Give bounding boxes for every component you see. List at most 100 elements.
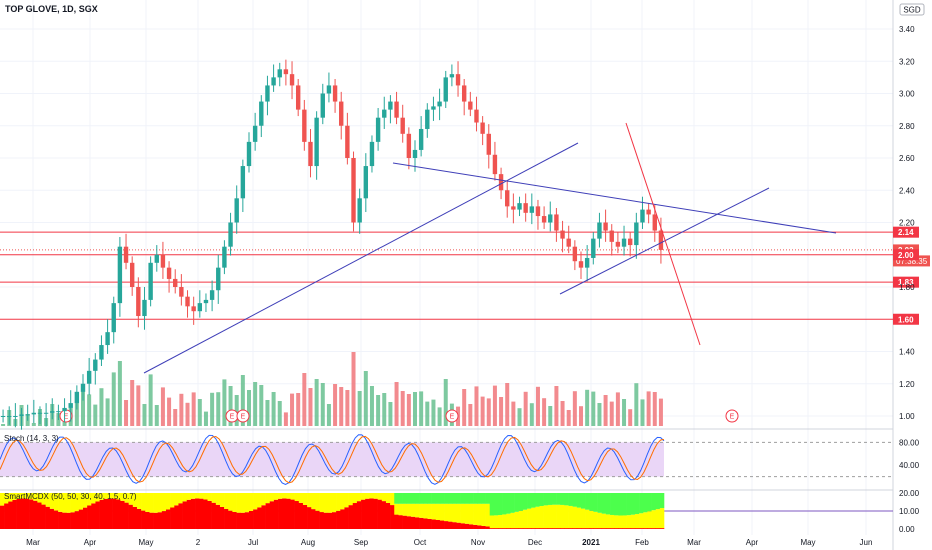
mcdx-red-bar — [186, 499, 192, 529]
mcdx-yellow-bar — [186, 493, 192, 500]
volume-bar — [369, 386, 374, 426]
mcdx-green-bar — [647, 493, 652, 512]
mcdx-red-bar — [124, 502, 129, 529]
mcdx-yellow-bar — [33, 493, 38, 501]
mcdx-red-bar — [294, 501, 300, 529]
mcdx-yellow-bar — [58, 493, 63, 512]
volume-bar — [480, 396, 485, 426]
candle-body — [511, 206, 516, 210]
volume-bar — [203, 411, 208, 426]
mcdx-red-bar — [83, 507, 88, 529]
mcdx-yellow-bar — [651, 510, 656, 529]
mcdx-yellow-bar — [348, 493, 354, 506]
mcdx-yellow-bar — [510, 512, 515, 529]
mcdx-red-bar — [20, 498, 26, 529]
candle-body — [652, 214, 657, 231]
mcdx-yellow-bar — [556, 504, 561, 529]
mcdx-red-bar — [444, 521, 449, 529]
candle-body — [541, 216, 547, 223]
volume-bar — [142, 404, 147, 426]
volume-bar — [247, 390, 251, 426]
candle-body — [105, 332, 110, 346]
mcdx-red-bar — [0, 505, 5, 529]
mcdx-yellow-bar — [377, 493, 383, 500]
volume-bar — [99, 388, 104, 426]
mcdx-green-bar — [601, 493, 607, 514]
mcdx-red-bar — [8, 501, 13, 529]
mcdx-yellow-bar — [157, 493, 163, 513]
mcdx-red-bar — [576, 528, 582, 529]
volume-bar — [394, 382, 399, 426]
mcdx-yellow-bar — [410, 503, 416, 517]
mcdx-yellow-bar — [568, 505, 573, 529]
mcdx-yellow-bar — [514, 511, 520, 529]
candle-body — [197, 303, 203, 312]
candle-body — [621, 238, 627, 247]
mcdx-red-bar — [622, 528, 627, 529]
mcdx-red-bar — [510, 528, 515, 529]
volume-bar — [413, 392, 417, 426]
mcdx-red-bar — [91, 503, 96, 529]
candle-body — [154, 254, 159, 263]
mcdx-green-bar — [572, 493, 578, 507]
candle-body — [265, 85, 270, 102]
mcdx-red-bar — [120, 500, 125, 529]
mcdx-red-bar — [630, 528, 636, 529]
mcdx-red-bar — [199, 498, 204, 529]
volume-bar — [474, 386, 479, 426]
mcdx-yellow-bar — [149, 493, 154, 513]
currency-badge[interactable]: SGD — [899, 3, 925, 16]
mcdx-red-bar — [460, 523, 466, 529]
mcdx-red-bar — [116, 499, 121, 529]
mcdx-red-bar — [161, 511, 167, 529]
volume-bar — [388, 402, 393, 426]
candle-body — [173, 278, 178, 287]
volume-bar — [517, 408, 522, 426]
volume-bar — [431, 399, 436, 426]
volume-bar — [628, 409, 633, 426]
volume-bar — [308, 388, 313, 426]
earnings-marker: E — [236, 409, 250, 423]
candle-body — [19, 414, 24, 416]
candle-body — [603, 222, 608, 231]
mcdx-yellow-bar — [394, 503, 399, 515]
volume-bar — [468, 404, 473, 426]
mcdx-red-bar — [319, 512, 324, 529]
candle-body — [375, 117, 381, 142]
mcdx-yellow-bar — [423, 503, 428, 519]
mcdx-yellow-bar — [45, 493, 51, 507]
mcdx-yellow-bar — [485, 503, 490, 527]
mcdx-red-bar — [464, 523, 470, 529]
stoch-d-line — [0, 435, 665, 484]
mcdx-green-bar — [415, 493, 420, 504]
candle-body — [505, 190, 510, 207]
volume-bar — [326, 404, 331, 426]
mcdx-yellow-bar — [622, 515, 627, 529]
mcdx-red-bar — [145, 511, 150, 529]
mcdx-red-bar — [572, 528, 578, 529]
earnings-label: E — [230, 414, 235, 421]
mcdx-yellow-bar — [502, 514, 507, 529]
mcdx-red-bar — [157, 512, 163, 529]
volume-bar — [314, 379, 319, 426]
mcdx-green-bar — [518, 493, 524, 511]
volume-bar — [271, 392, 276, 426]
mcdx-red-bar — [394, 514, 399, 529]
candle-body — [363, 166, 369, 199]
candle-body — [437, 101, 442, 107]
candle-body — [548, 214, 553, 223]
mcdx-red-bar — [49, 508, 55, 529]
candle-body — [191, 306, 196, 312]
volume-bar — [124, 400, 129, 426]
volume-bar — [117, 361, 122, 426]
volume-bar — [542, 398, 547, 426]
mcdx-red-bar — [373, 498, 378, 529]
mcdx-red-bar — [336, 510, 341, 529]
mcdx-green-bar — [597, 493, 603, 513]
mcdx-red-bar — [556, 528, 561, 529]
candle-body — [461, 85, 467, 102]
mcdx-red-bar — [41, 504, 46, 529]
mcdx-yellow-bar — [74, 493, 80, 512]
mcdx-yellow-bar — [83, 493, 88, 508]
